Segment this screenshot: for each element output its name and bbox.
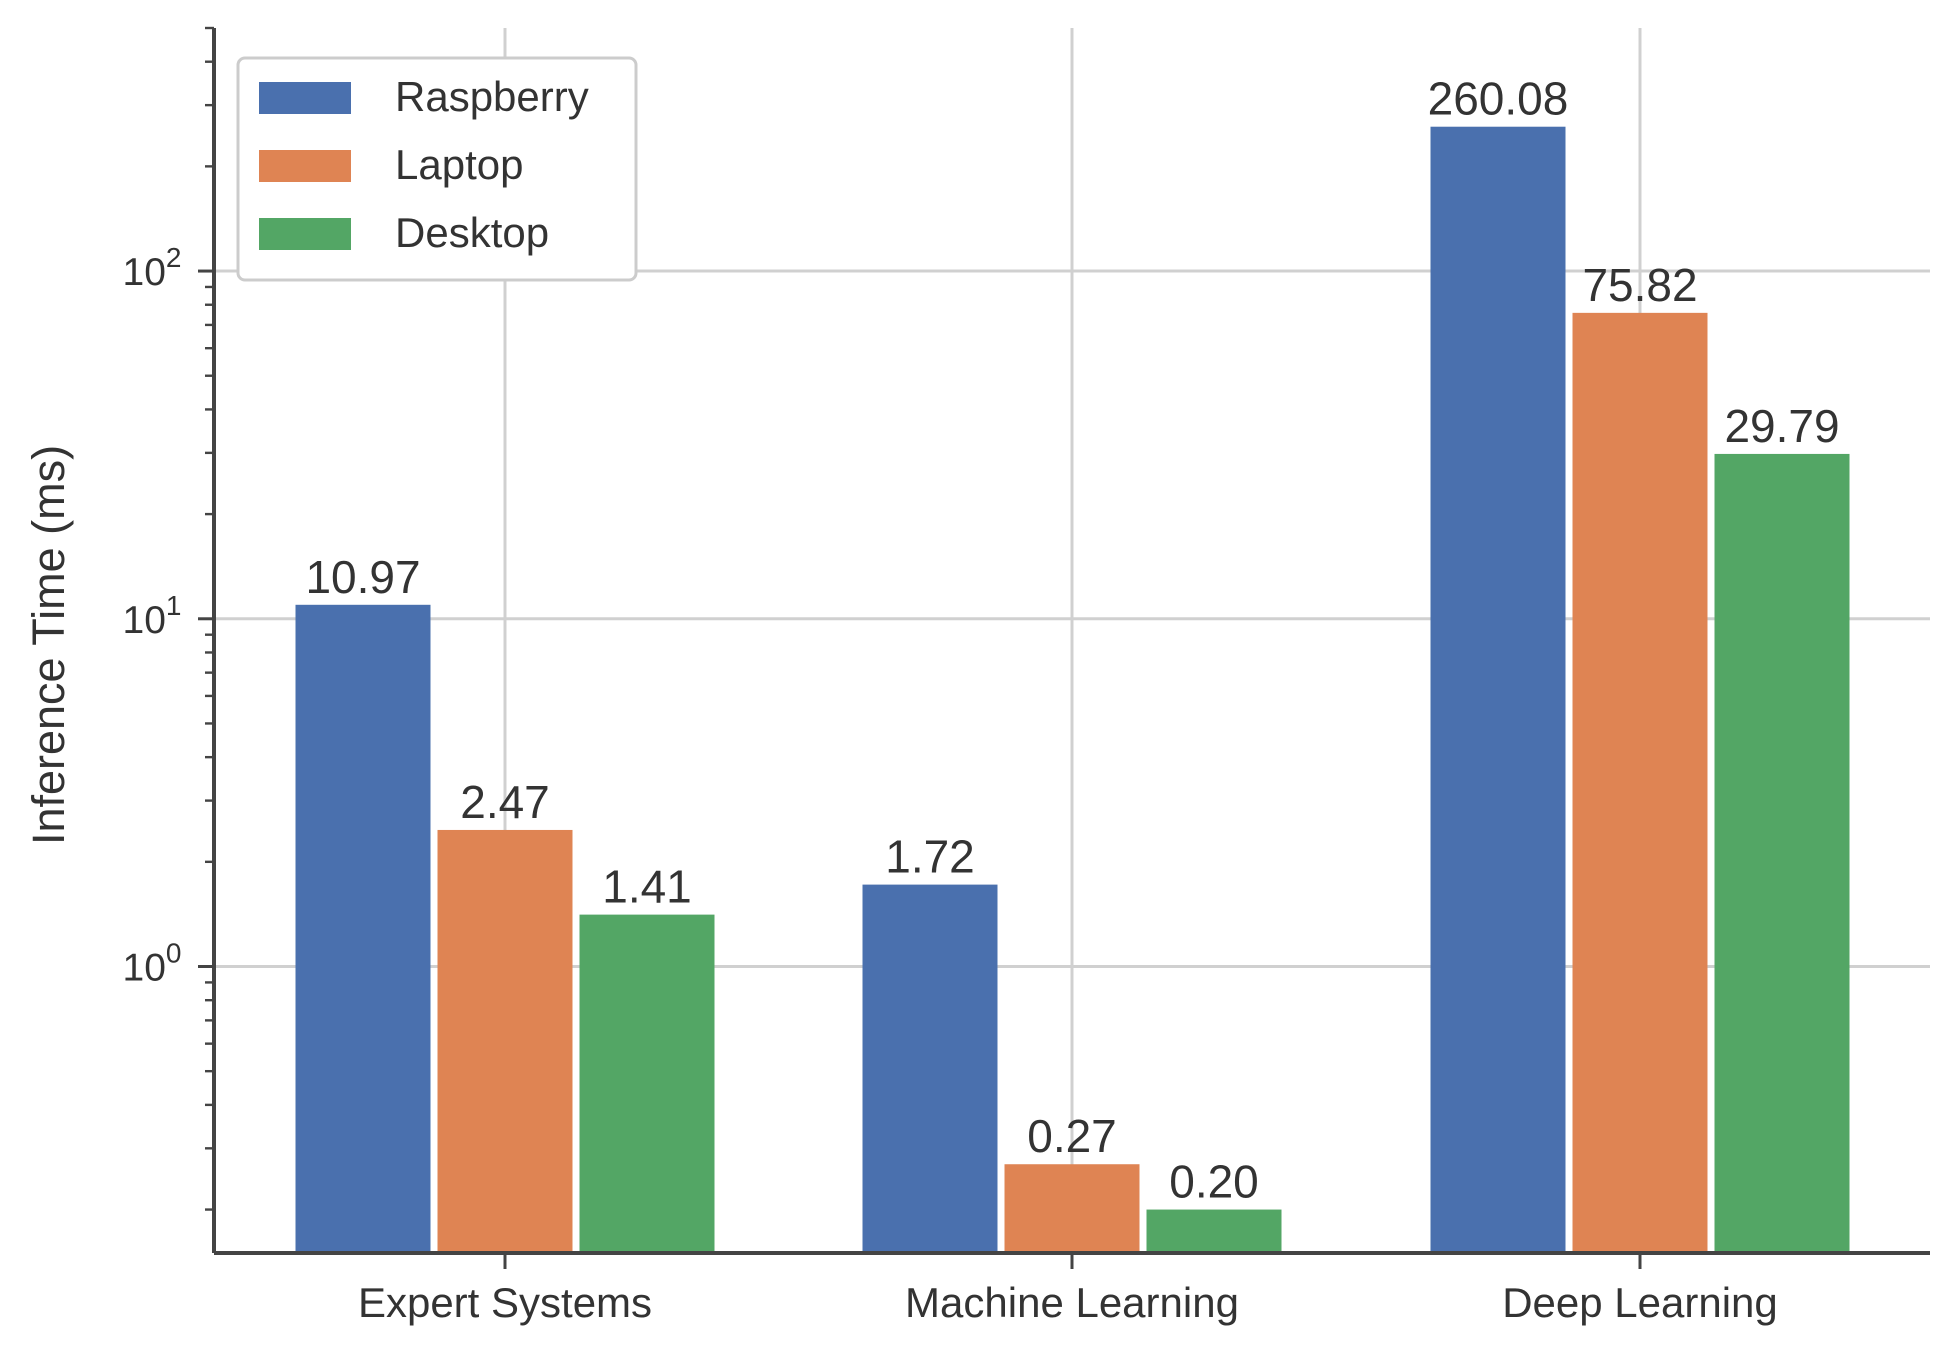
data-label-laptop-1: 0.27 <box>1027 1110 1117 1162</box>
axes-layer: 100 101 102 Expert Systems Machine Learning D… <box>123 26 1930 1326</box>
bar-raspberry-2 <box>1430 126 1566 1254</box>
legend-label-desktop: Desktop <box>395 209 549 256</box>
bar-desktop-0 <box>579 914 715 1253</box>
labels-layer: 10.97 1.72 260.08 2.47 0.27 75.82 1.41 0.20 29.7… <box>305 73 1839 1208</box>
x-tick-label-1: Machine Learning <box>905 1279 1239 1326</box>
bar-desktop-2 <box>1714 453 1850 1253</box>
data-label-desktop-1: 0.20 <box>1169 1156 1259 1208</box>
bar-laptop-1 <box>1004 1164 1140 1253</box>
y-tick-label-1: 101 <box>123 590 182 642</box>
data-label-desktop-0: 1.41 <box>602 861 692 913</box>
bar-laptop-2 <box>1572 312 1708 1253</box>
bar-desktop-1 <box>1146 1209 1282 1253</box>
data-label-raspberry-0: 10.97 <box>305 551 420 603</box>
legend-swatch-raspberry <box>259 82 351 114</box>
bar-raspberry-1 <box>862 884 998 1253</box>
y-axis-title: Inference Time (ms) <box>23 445 74 845</box>
y-tick-label-2: 102 <box>123 242 182 294</box>
legend-swatch-laptop <box>259 150 351 182</box>
x-tick-label-2: Deep Learning <box>1502 1279 1778 1326</box>
bar-raspberry-0 <box>295 604 431 1253</box>
data-label-desktop-2: 29.79 <box>1724 400 1839 452</box>
legend-label-raspberry: Raspberry <box>395 73 589 120</box>
bar-laptop-0 <box>437 829 573 1253</box>
data-label-laptop-0: 2.47 <box>460 776 550 828</box>
legend-label-laptop: Laptop <box>395 141 523 188</box>
bars-layer <box>295 126 1850 1254</box>
y-tick-label-0: 100 <box>123 938 182 990</box>
legend: Raspberry Laptop Desktop <box>236 56 638 282</box>
data-label-laptop-2: 75.82 <box>1582 259 1697 311</box>
x-tick-label-0: Expert Systems <box>358 1279 652 1326</box>
data-label-raspberry-1: 1.72 <box>885 831 975 883</box>
data-label-raspberry-2: 260.08 <box>1428 73 1569 125</box>
legend-swatch-desktop <box>259 218 351 250</box>
